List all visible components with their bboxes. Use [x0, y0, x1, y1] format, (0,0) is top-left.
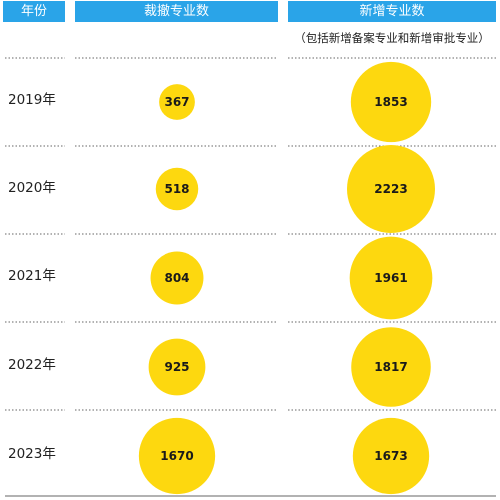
added-value-label-1: 2223	[374, 182, 407, 196]
added-value-label-3: 1817	[374, 360, 407, 374]
added-bubble-1	[347, 145, 435, 233]
removed-value-label-1: 518	[164, 182, 189, 196]
added-bubble-0	[350, 61, 432, 143]
removed-bubble-4	[138, 417, 216, 495]
year-label-2022: 2022年	[8, 357, 56, 373]
year-label-2023: 2023年	[8, 446, 56, 462]
removed-value-label-3: 925	[164, 360, 189, 374]
added-value-label-2: 1961	[374, 271, 407, 285]
added-bubble-3	[351, 327, 431, 407]
removed-value-label-0: 367	[164, 95, 189, 109]
added-bubble-4	[352, 417, 430, 495]
added-majors-column-header: 新增专业数	[288, 1, 496, 22]
year-label-2020: 2020年	[8, 180, 56, 196]
year-column-header: 年份	[3, 1, 65, 22]
year-label-2021: 2021年	[8, 268, 56, 284]
removed-bubble-2	[150, 251, 204, 305]
added-value-label-4: 1673	[374, 449, 407, 463]
year-label-2019: 2019年	[8, 92, 56, 108]
removed-value-label-2: 804	[164, 271, 189, 285]
removed-bubble-0	[159, 84, 195, 120]
added-value-label-0: 1853	[374, 95, 407, 109]
removed-bubble-3	[148, 338, 206, 396]
removed-majors-column-header: 裁撤专业数	[75, 1, 278, 22]
added-majors-note: （包括新增备案专业和新增审批专业）	[294, 31, 490, 45]
removed-bubble-1	[155, 167, 199, 211]
added-bubble-2	[349, 236, 433, 320]
removed-value-label-4: 1670	[160, 449, 193, 463]
